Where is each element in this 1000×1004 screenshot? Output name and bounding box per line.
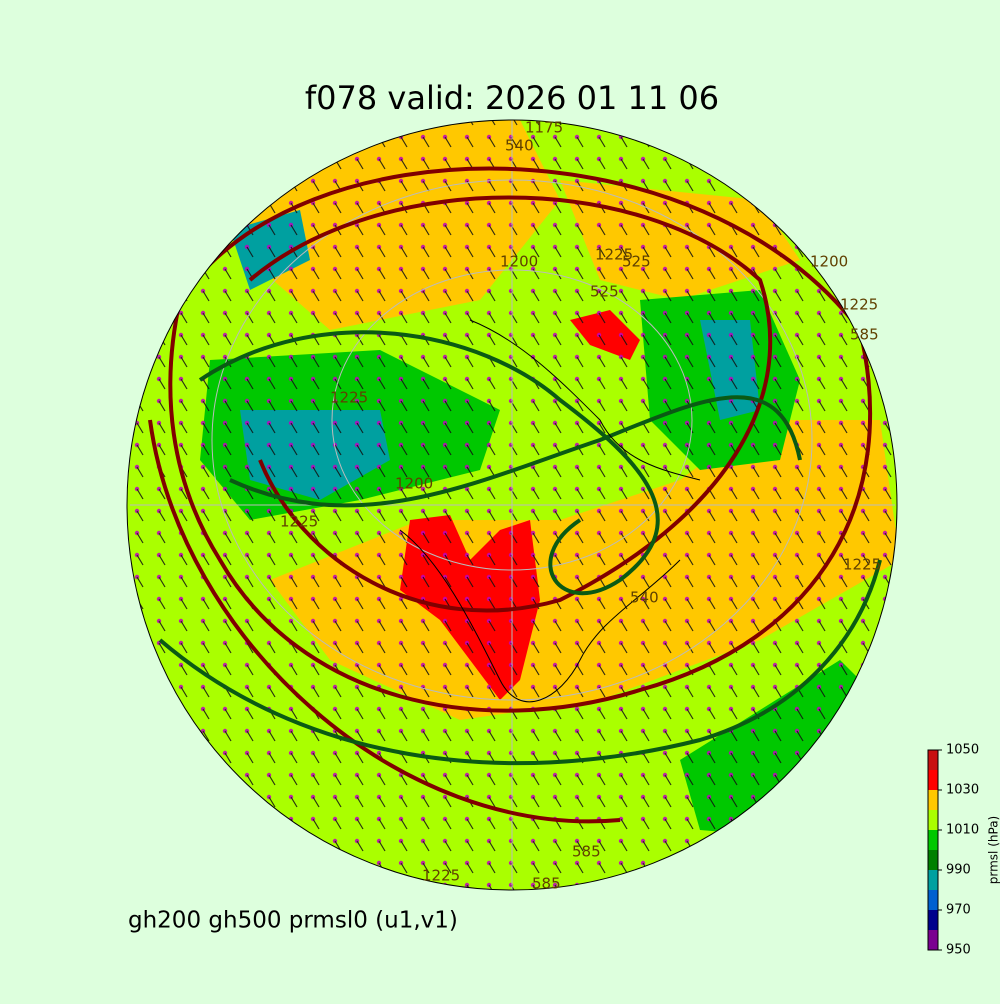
- colorbar-segment: [928, 930, 938, 950]
- colorbar-segment: [928, 830, 938, 850]
- field-caption: gh200 gh500 prmsl0 (u1,v1): [128, 908, 458, 934]
- contour-label: 585: [850, 326, 879, 344]
- colorbar-tick-label: 1050: [946, 743, 979, 758]
- contour-label: 1175: [525, 119, 563, 137]
- contour-label: 1225: [840, 296, 878, 314]
- colorbar-segment: [928, 890, 938, 910]
- contour-label: 585: [532, 875, 561, 893]
- contour-label: 1225: [843, 556, 881, 574]
- contour-label: 1200: [810, 253, 848, 271]
- colorbar-tick-label: 990: [946, 863, 971, 878]
- colorbar-segment: [928, 790, 938, 810]
- contour-label: 1225: [422, 867, 460, 885]
- contour-label: 540: [630, 589, 659, 607]
- colorbar-segment: [928, 750, 938, 770]
- colorbar-tick-label: 970: [946, 903, 971, 918]
- colorbar-tick-label: 1030: [946, 783, 979, 798]
- colorbar-segment: [928, 770, 938, 790]
- colorbar-segment: [928, 910, 938, 930]
- contour-label: 1225: [330, 389, 368, 407]
- map-title: f078 valid: 2026 01 11 06: [305, 79, 719, 117]
- contour-label: 525: [590, 283, 619, 301]
- contour-label: 1225: [280, 513, 318, 531]
- colorbar-tick-label: 1010: [946, 823, 979, 838]
- colorbar-segment: [928, 810, 938, 830]
- contour-label: 585: [572, 843, 601, 861]
- contour-label: 1200: [500, 253, 538, 271]
- colorbar-label: prmsl (hPa): [987, 816, 1000, 884]
- colorbar-tick-label: 950: [946, 943, 971, 958]
- contour-label: 1200: [395, 475, 433, 493]
- colorbar-segment: [928, 850, 938, 870]
- contour-label: 525: [622, 253, 651, 271]
- contour-label: 540: [505, 137, 534, 155]
- colorbar-segment: [928, 870, 938, 890]
